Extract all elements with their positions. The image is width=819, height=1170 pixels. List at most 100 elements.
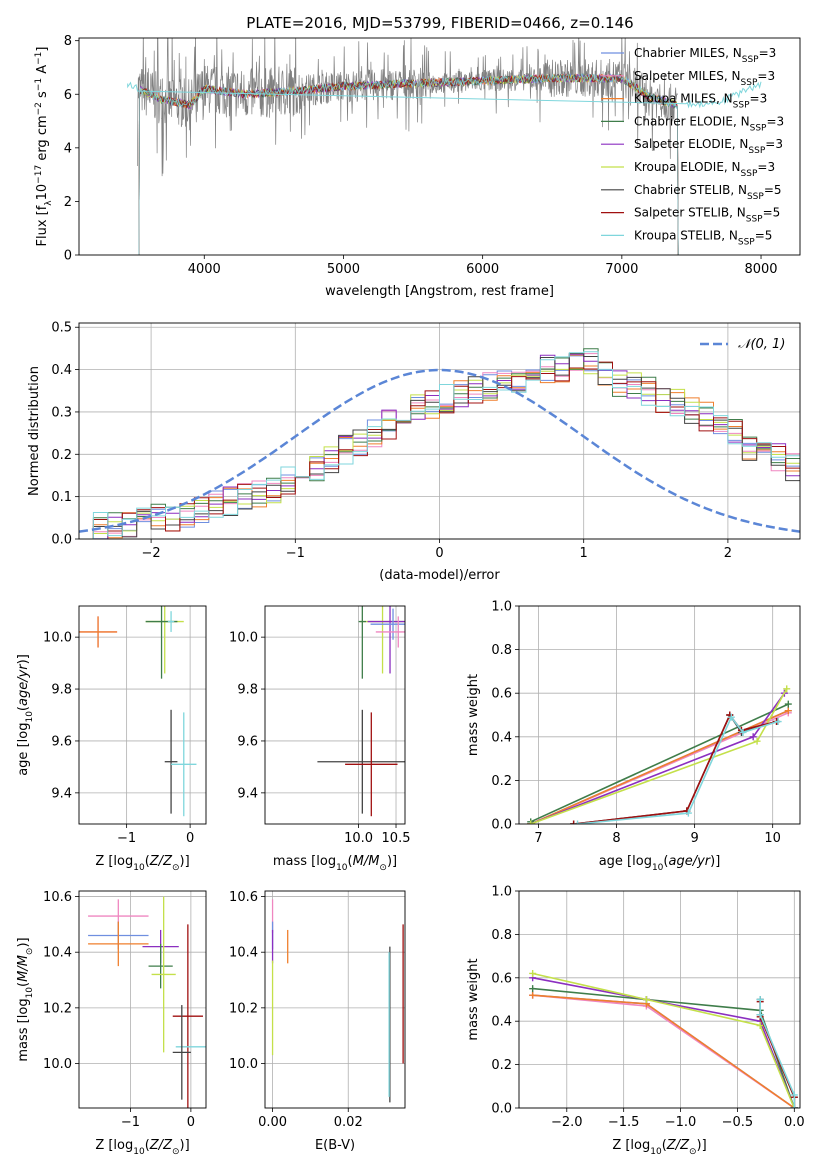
mass_vs_Z-ylabel: mass [log10(M/M⊙)] [16,937,35,1061]
label-part: ( [145,1138,150,1153]
histogram-kroupa_stelib [79,351,800,539]
marker-kroupa_stelib [574,820,582,824]
label-part: ( [16,982,31,987]
label-part: −2 [34,102,44,115]
label-part: ⊙ [172,1147,180,1157]
spectrum-ylabel: Flux [fλ10−17 erg cm−2 s−1 A−1] [34,47,54,247]
y-tick-label: 0.0 [51,533,72,548]
line-kroupa_stelib [759,999,796,1108]
y-tick-label: 0.2 [491,774,512,789]
mass_weight_vs_Z-series [529,969,798,1108]
x-tick-label: −1 [117,831,136,846]
x-tick-label: −1.0 [665,1115,697,1130]
marker-kroupa_stelib [790,1104,798,1108]
mass_weight_vs_Z-xlabel: Z [log10(Z/Z⊙)] [612,1138,706,1157]
label-part: Z [log [95,854,133,869]
y-tick-label: 0 [64,249,72,264]
label-part: =3 [750,92,768,106]
x-tick-label: −1 [286,546,305,561]
label-part: mass [log [16,998,31,1061]
mass_vs_ebv-axes: 0.00 0.02 10.0 10.2 10.4 10.6 [229,890,405,1130]
y-tick-label: 10.6 [229,890,258,905]
marker-kroupa_stelib [684,809,692,817]
y-tick-label: 10.0 [43,631,72,646]
marker-kroupa_stelib [774,718,782,726]
label-part: =5 [763,206,781,220]
label-part: 10 [652,863,664,873]
mass_vs_Z-points [88,896,206,1108]
label-part: 10 [336,863,348,873]
x-tick-label: 0.00 [258,1115,287,1130]
label-part: Salpeter MILES, N [634,69,741,83]
y-tick-label: 10.6 [43,890,72,905]
label-part: 10 [25,987,35,999]
label-part: SSP [748,146,765,156]
y-tick-label: 0.4 [51,363,72,378]
y-tick-label: 10.0 [43,1057,72,1072]
label-part: Z [log [612,1138,650,1153]
y-tick-label: 0.3 [51,405,72,420]
label-part: A [35,65,50,78]
label-part: 10 [650,1147,662,1157]
y-tick-label: 9.6 [237,734,258,749]
label-part: SSP [750,123,767,133]
label-part: 10 [35,184,50,201]
label-part: Z [log [95,1138,133,1153]
x-tick-label: 1 [580,546,588,561]
legend-label-kroupa_stelib: Kroupa STELIB, NSSP=5 [634,228,772,247]
spectrum-series [127,38,762,255]
x-tick-label: 10.5 [382,831,411,846]
line-salpeter_miles [532,994,795,1108]
mass_weight_vs_Z-ylabel: mass weight [466,958,481,1040]
y-tick-label: 0.5 [51,321,72,336]
legend-label-salpeter_miles: Salpeter MILES, NSSP=3 [634,69,775,88]
label-part: Kroupa ELODIE, N [634,160,741,174]
mass_weight_vs_Z-frame [518,890,801,1109]
x-tick-label: 9 [690,831,698,846]
marker-kroupa_stelib [727,713,735,721]
age_vs_Z-xlabel: Z [log10(Z/Z⊙)] [95,854,189,873]
label-part: )] [180,854,190,869]
line-chabrier_elodie [530,703,789,823]
label-part: ( [16,706,31,711]
label-part: Kroupa STELIB, N [634,228,738,242]
age_vs_mass-points [317,606,405,817]
x-tick-label: 10.0 [344,831,373,846]
x-tick-label: −1.5 [608,1115,640,1130]
label-part: ⊙ [25,948,35,956]
x-tick-label: 6000 [466,262,499,277]
mass_vs_Z-axes: −1 0 10.0 10.2 10.4 10.6 [43,890,206,1130]
y-tick-label: 10.2 [229,1001,258,1016]
y-tick-label: 9.4 [51,786,72,801]
label-part: SSP [741,169,758,179]
spectrum-frame [78,37,801,256]
legend-label-kroupa_elodie: Kroupa ELODIE, NSSP=3 [634,160,775,179]
y-tick-label: 0.6 [491,971,512,986]
label-part: SSP [747,192,764,202]
label-part: −1 [34,52,44,65]
label-part: Z/Z [666,1138,690,1153]
legend-label-chabrier_miles: Chabrier MILES, NSSP=3 [634,46,776,65]
label-part: Chabrier STELIB, N [634,183,747,197]
label-part: ( [663,854,668,869]
y-tick-label: 1.0 [491,600,512,615]
mass_vs_Z-frame [78,890,207,1109]
label-part: SSP [738,237,755,247]
normal-curve [79,368,800,533]
label-part: =3 [766,114,784,128]
marker-kroupa_stelib [756,996,764,1003]
legend-label-salpeter_elodie: Salpeter ELODIE, NSSP=3 [634,137,783,156]
x-tick-label: 0.0 [784,1115,805,1130]
label-part: )] [387,854,397,869]
residuals-ylabel: Normed distribution [27,366,42,496]
label-part: age [log [16,723,31,776]
label-part: Kroupa MILES, N [634,92,733,106]
line-kroupa_elodie [532,972,796,1108]
mass_weight_vs_age-series [527,685,792,824]
label-part: −17 [34,165,44,184]
marker-kroupa_stelib [756,1011,764,1019]
y-tick-label: 9.8 [51,683,72,698]
label-part: ( [145,854,150,869]
x-tick-label: −0.5 [722,1115,754,1130]
